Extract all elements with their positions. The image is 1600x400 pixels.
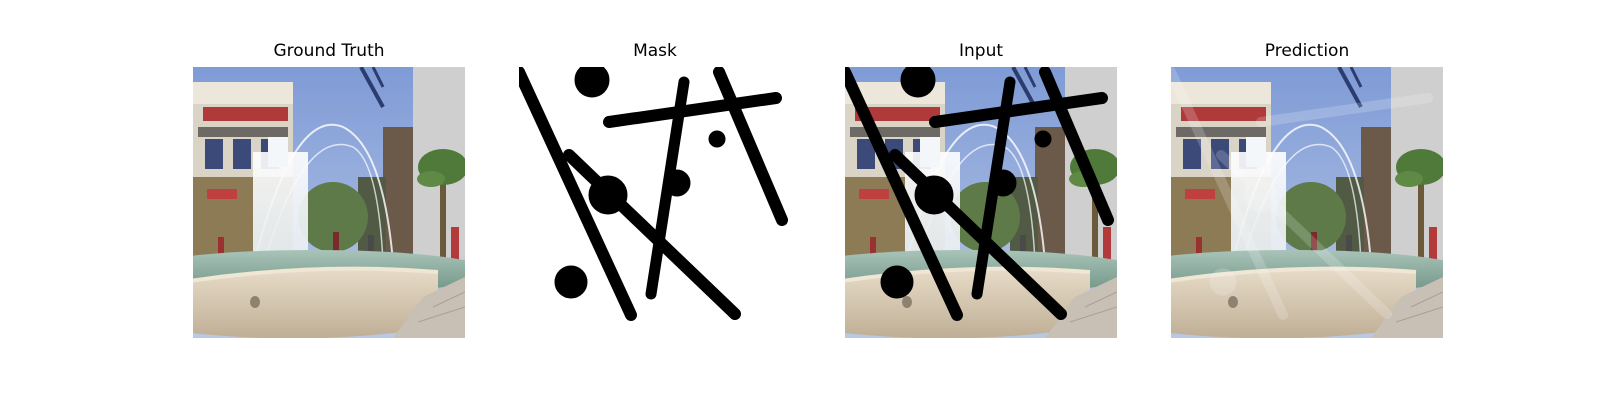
input-image	[845, 67, 1117, 338]
prediction-image	[1171, 67, 1443, 338]
ground-truth-title: Ground Truth	[273, 41, 385, 61]
prediction-title: Prediction	[1264, 41, 1350, 61]
ground-truth-image	[193, 67, 465, 338]
mask-image	[519, 67, 791, 338]
mask-title: Mask	[633, 41, 677, 61]
input-title: Input	[958, 41, 1004, 61]
